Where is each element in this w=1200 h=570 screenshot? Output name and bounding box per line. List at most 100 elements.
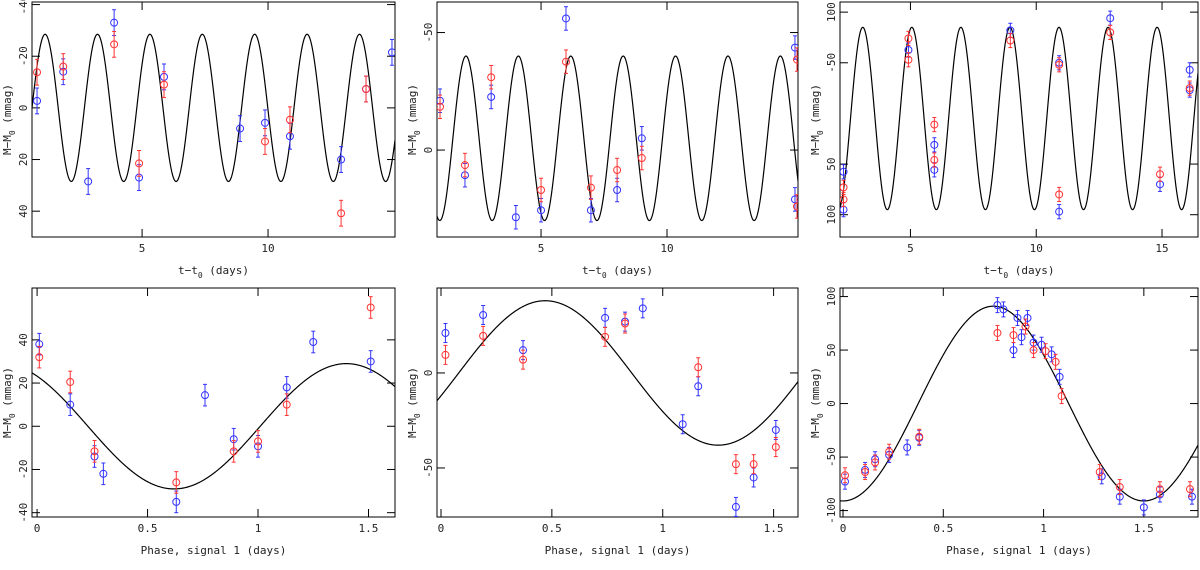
data-point (229, 447, 238, 456)
label-part: M−M (809, 418, 822, 438)
data-point (1041, 347, 1050, 356)
model-curve (32, 363, 395, 490)
y-tick-label: 0 (422, 147, 435, 154)
data-point (1185, 84, 1194, 93)
y-tick-label: 20 (17, 153, 30, 166)
x-tick-label: 1 (255, 522, 262, 535)
data-point (1055, 207, 1064, 216)
label-part: (days) (203, 264, 249, 277)
y-tick-label: -40 (17, 503, 30, 523)
data-point (790, 195, 798, 204)
data-point (1037, 340, 1046, 349)
y-axis-label: M−M0 (mmag) (809, 84, 825, 155)
data-point (1055, 372, 1064, 381)
x-tick-label: 5 (907, 242, 914, 255)
data-point (362, 85, 371, 94)
y-axis-label: M−M0 (mmag) (1, 367, 17, 438)
x-axis-label: t−t0 (days) (178, 264, 249, 280)
data-point (638, 304, 647, 313)
data-point (601, 313, 610, 322)
y-tick-label: -20 (17, 460, 30, 480)
label-part: M−M (406, 418, 419, 438)
data-point (66, 377, 75, 386)
data-point (1095, 468, 1104, 477)
y-tick-label: 0 (17, 423, 30, 430)
x-tick-label: 15 (1155, 242, 1168, 255)
data-point (930, 140, 939, 149)
y-axis-label: M−M0 (mmag) (406, 84, 422, 155)
data-point (861, 468, 870, 477)
data-point (437, 102, 445, 111)
label-part: M−M (1, 418, 14, 438)
data-point (930, 156, 939, 165)
label-part: M−M (406, 135, 419, 155)
series (35, 296, 375, 494)
data-point (337, 209, 346, 218)
data-point (1185, 485, 1194, 494)
data-point (1051, 357, 1060, 366)
model-curve (437, 300, 798, 446)
y-tick-label: 100 (825, 205, 838, 225)
series (437, 6, 798, 230)
data-point (790, 43, 798, 52)
data-point (840, 195, 848, 204)
data-point (621, 319, 630, 328)
label-part: 0 (816, 413, 825, 418)
x-tick-label: 1.5 (1134, 522, 1154, 535)
data-point (90, 447, 99, 456)
y-tick-label: 0 (825, 400, 838, 407)
model-curve (437, 55, 798, 222)
x-tick-label: 0 (438, 522, 445, 535)
y-axis-label: M−M0 (mmag) (1, 84, 17, 155)
plot-frame (31, 287, 396, 518)
data-point (749, 460, 758, 469)
data-point (441, 329, 450, 338)
model-curve (32, 33, 395, 183)
y-tick-label: 40 (17, 205, 30, 218)
data-point (35, 353, 44, 362)
label-part: Phase, signal 1 (days) (141, 544, 287, 557)
data-point (1139, 503, 1148, 512)
x-tick-label: 0.5 (542, 522, 562, 535)
x-tick-label: 5 (538, 242, 545, 255)
model-curve (840, 305, 1198, 502)
data-point (172, 497, 181, 506)
data-point (1021, 322, 1030, 331)
data-point (366, 357, 375, 366)
label-part: 0 (198, 271, 203, 280)
y-tick-label: -100 (825, 497, 838, 524)
data-point (792, 202, 798, 211)
label-part: (mmag) (406, 84, 419, 130)
data-point (1009, 331, 1018, 340)
data-point (99, 469, 108, 478)
data-point (282, 383, 291, 392)
data-point (871, 458, 880, 467)
data-point (309, 338, 318, 347)
data-point (1009, 346, 1018, 355)
data-point (678, 420, 687, 429)
label-part: Phase, signal 1 (days) (946, 544, 1092, 557)
label-part: (mmag) (406, 367, 419, 413)
x-tick-label: 1.5 (764, 522, 784, 535)
data-point (1155, 485, 1164, 494)
data-point (1156, 170, 1165, 179)
x-tick-label: 10 (261, 242, 274, 255)
y-tick-label: 40 (17, 333, 30, 346)
data-point (915, 432, 924, 441)
x-axis-label: Phase, signal 1 (days) (141, 544, 287, 557)
data-point (110, 40, 119, 49)
data-point (1097, 472, 1106, 481)
data-point (441, 350, 450, 359)
data-point (694, 363, 703, 372)
label-part: t−t (983, 264, 1003, 277)
data-point (586, 206, 595, 215)
series (441, 298, 780, 517)
x-tick-label: 0 (840, 522, 847, 535)
y-tick-label: -50 (825, 447, 838, 467)
label-part: t−t (582, 264, 602, 277)
label-part: 0 (8, 130, 17, 135)
data-point (479, 331, 488, 340)
data-point (637, 134, 646, 143)
data-point (511, 213, 520, 222)
label-part: (mmag) (1, 367, 14, 413)
